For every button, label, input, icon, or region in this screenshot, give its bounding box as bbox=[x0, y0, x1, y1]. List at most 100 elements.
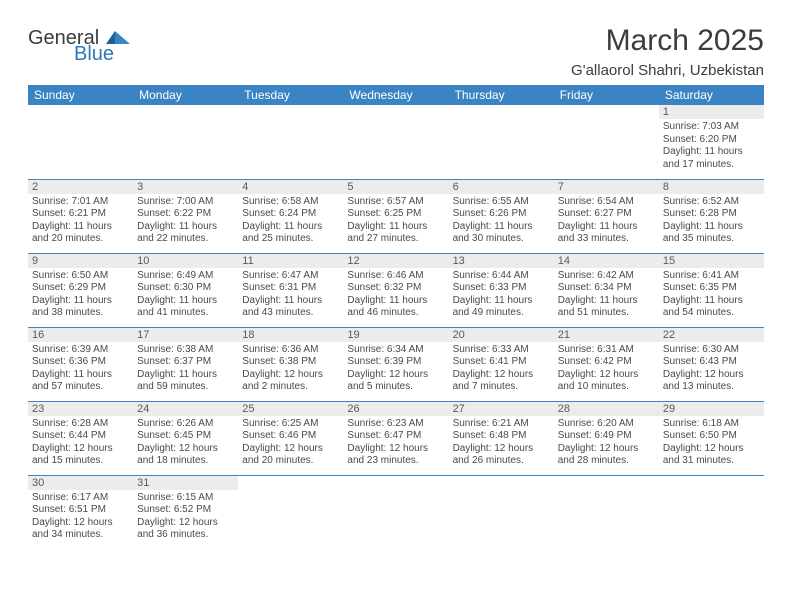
info-line: Sunset: 6:25 PM bbox=[347, 208, 444, 221]
calendar-cell-empty bbox=[238, 475, 343, 549]
info-line: Sunrise: 6:33 AM bbox=[453, 344, 550, 357]
day-header: Monday bbox=[133, 85, 238, 105]
info-line: Sunset: 6:26 PM bbox=[453, 208, 550, 221]
calendar-cell-empty bbox=[449, 475, 554, 549]
calendar-cell: 4Sunrise: 6:58 AMSunset: 6:24 PMDaylight… bbox=[238, 179, 343, 253]
day-info: Sunrise: 6:44 AMSunset: 6:33 PMDaylight:… bbox=[453, 270, 550, 320]
day-number: 13 bbox=[449, 254, 554, 268]
info-line: and 17 minutes. bbox=[663, 159, 760, 172]
day-number: 11 bbox=[238, 254, 343, 268]
day-info: Sunrise: 6:58 AMSunset: 6:24 PMDaylight:… bbox=[242, 196, 339, 246]
info-line: and 30 minutes. bbox=[453, 233, 550, 246]
info-line: Daylight: 11 hours bbox=[663, 295, 760, 308]
info-line: and 26 minutes. bbox=[453, 455, 550, 468]
day-number: 9 bbox=[28, 254, 133, 268]
info-line: Sunrise: 6:47 AM bbox=[242, 270, 339, 283]
day-number: 22 bbox=[659, 328, 764, 342]
info-line: Daylight: 12 hours bbox=[137, 443, 234, 456]
info-line: Daylight: 12 hours bbox=[137, 517, 234, 530]
info-line: Sunrise: 6:49 AM bbox=[137, 270, 234, 283]
calendar-cell: 12Sunrise: 6:46 AMSunset: 6:32 PMDayligh… bbox=[343, 253, 448, 327]
calendar-cell: 29Sunrise: 6:18 AMSunset: 6:50 PMDayligh… bbox=[659, 401, 764, 475]
day-header: Wednesday bbox=[343, 85, 448, 105]
calendar-cell-empty bbox=[238, 105, 343, 179]
info-line: Daylight: 11 hours bbox=[558, 221, 655, 234]
info-line: Sunrise: 6:46 AM bbox=[347, 270, 444, 283]
info-line: Sunset: 6:30 PM bbox=[137, 282, 234, 295]
info-line: and 28 minutes. bbox=[558, 455, 655, 468]
day-info: Sunrise: 6:30 AMSunset: 6:43 PMDaylight:… bbox=[663, 344, 760, 394]
info-line: and 41 minutes. bbox=[137, 307, 234, 320]
calendar-row: 9Sunrise: 6:50 AMSunset: 6:29 PMDaylight… bbox=[28, 253, 764, 327]
info-line: and 36 minutes. bbox=[137, 529, 234, 542]
calendar-row: 16Sunrise: 6:39 AMSunset: 6:36 PMDayligh… bbox=[28, 327, 764, 401]
info-line: Sunset: 6:29 PM bbox=[32, 282, 129, 295]
calendar-cell: 3Sunrise: 7:00 AMSunset: 6:22 PMDaylight… bbox=[133, 179, 238, 253]
calendar-cell-empty bbox=[28, 105, 133, 179]
info-line: and 18 minutes. bbox=[137, 455, 234, 468]
info-line: Sunrise: 6:55 AM bbox=[453, 196, 550, 209]
info-line: Daylight: 11 hours bbox=[663, 146, 760, 159]
info-line: Sunrise: 6:42 AM bbox=[558, 270, 655, 283]
day-number: 10 bbox=[133, 254, 238, 268]
calendar-cell: 14Sunrise: 6:42 AMSunset: 6:34 PMDayligh… bbox=[554, 253, 659, 327]
calendar-cell: 31Sunrise: 6:15 AMSunset: 6:52 PMDayligh… bbox=[133, 475, 238, 549]
calendar-cell: 15 Sunrise: 6:41 AMSunset: 6:35 PMDayligh… bbox=[659, 253, 764, 327]
calendar-cell: 20Sunrise: 6:33 AMSunset: 6:41 PMDayligh… bbox=[449, 327, 554, 401]
calendar-cell: 23Sunrise: 6:28 AMSunset: 6:44 PMDayligh… bbox=[28, 401, 133, 475]
info-line: Sunset: 6:28 PM bbox=[663, 208, 760, 221]
calendar-cell: 18Sunrise: 6:36 AMSunset: 6:38 PMDayligh… bbox=[238, 327, 343, 401]
day-info: Sunrise: 6:36 AMSunset: 6:38 PMDaylight:… bbox=[242, 344, 339, 394]
info-line: Daylight: 11 hours bbox=[347, 221, 444, 234]
info-line: Sunset: 6:31 PM bbox=[242, 282, 339, 295]
info-line: Sunset: 6:44 PM bbox=[32, 430, 129, 443]
info-line: Sunrise: 6:44 AM bbox=[453, 270, 550, 283]
info-line: Sunset: 6:37 PM bbox=[137, 356, 234, 369]
info-line: and 7 minutes. bbox=[453, 381, 550, 394]
info-line: Daylight: 11 hours bbox=[453, 221, 550, 234]
calendar-cell: 28Sunrise: 6:20 AMSunset: 6:49 PMDayligh… bbox=[554, 401, 659, 475]
info-line: and 25 minutes. bbox=[242, 233, 339, 246]
day-number: 27 bbox=[449, 402, 554, 416]
calendar-cell: 6Sunrise: 6:55 AMSunset: 6:26 PMDaylight… bbox=[449, 179, 554, 253]
calendar-cell-empty bbox=[343, 105, 448, 179]
info-line: Sunset: 6:38 PM bbox=[242, 356, 339, 369]
logo: General Blue bbox=[28, 28, 132, 64]
day-info: Sunrise: 6:18 AMSunset: 6:50 PMDaylight:… bbox=[663, 418, 760, 468]
day-info: Sunrise: 6:50 AMSunset: 6:29 PMDaylight:… bbox=[32, 270, 129, 320]
info-line: Daylight: 12 hours bbox=[663, 369, 760, 382]
calendar-cell: 7Sunrise: 6:54 AMSunset: 6:27 PMDaylight… bbox=[554, 179, 659, 253]
info-line: Sunset: 6:41 PM bbox=[453, 356, 550, 369]
info-line: Daylight: 11 hours bbox=[663, 221, 760, 234]
calendar-cell-empty bbox=[133, 105, 238, 179]
info-line: Daylight: 12 hours bbox=[242, 443, 339, 456]
info-line: and 43 minutes. bbox=[242, 307, 339, 320]
info-line: Daylight: 11 hours bbox=[242, 295, 339, 308]
calendar-table: SundayMondayTuesdayWednesdayThursdayFrid… bbox=[28, 85, 764, 549]
day-number: 14 bbox=[554, 254, 659, 268]
info-line: Sunset: 6:51 PM bbox=[32, 504, 129, 517]
info-line: Sunrise: 6:25 AM bbox=[242, 418, 339, 431]
info-line: Daylight: 12 hours bbox=[347, 443, 444, 456]
day-number: 15 bbox=[659, 254, 764, 268]
calendar-cell: 16Sunrise: 6:39 AMSunset: 6:36 PMDayligh… bbox=[28, 327, 133, 401]
day-number: 1 bbox=[659, 105, 764, 119]
info-line: Daylight: 11 hours bbox=[558, 295, 655, 308]
info-line: Sunset: 6:36 PM bbox=[32, 356, 129, 369]
day-info: Sunrise: 6:41 AMSunset: 6:35 PMDaylight:… bbox=[663, 270, 760, 320]
info-line: and 34 minutes. bbox=[32, 529, 129, 542]
info-line: Daylight: 11 hours bbox=[242, 221, 339, 234]
location-subtitle: G'allaorol Shahri, Uzbekistan bbox=[571, 62, 764, 79]
info-line: Sunrise: 6:52 AM bbox=[663, 196, 760, 209]
day-info: Sunrise: 6:34 AMSunset: 6:39 PMDaylight:… bbox=[347, 344, 444, 394]
info-line: Daylight: 11 hours bbox=[32, 369, 129, 382]
day-info: Sunrise: 6:57 AMSunset: 6:25 PMDaylight:… bbox=[347, 196, 444, 246]
info-line: Sunrise: 6:15 AM bbox=[137, 492, 234, 505]
day-number: 7 bbox=[554, 180, 659, 194]
calendar-cell-empty bbox=[449, 105, 554, 179]
info-line: and 27 minutes. bbox=[347, 233, 444, 246]
info-line: Sunrise: 6:50 AM bbox=[32, 270, 129, 283]
info-line: Daylight: 12 hours bbox=[32, 443, 129, 456]
info-line: Daylight: 12 hours bbox=[453, 443, 550, 456]
info-line: Sunset: 6:24 PM bbox=[242, 208, 339, 221]
